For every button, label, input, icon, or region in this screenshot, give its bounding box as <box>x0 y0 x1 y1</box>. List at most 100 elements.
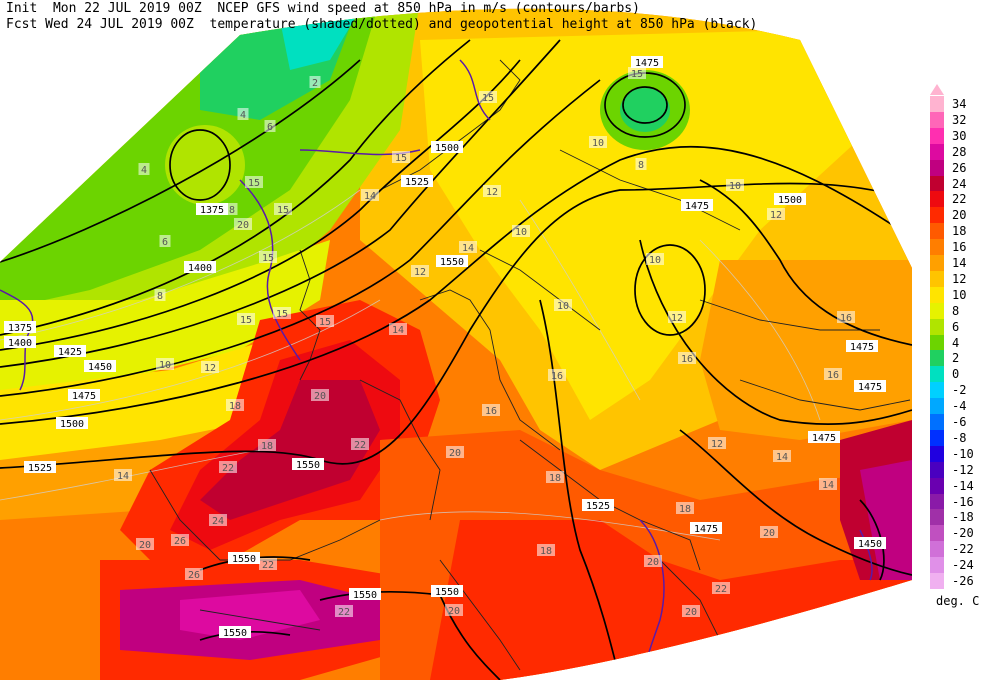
temperature-label: 20 <box>760 526 778 539</box>
legend-arrow-icon <box>930 84 944 95</box>
height-label: 1425 <box>54 345 86 358</box>
legend-entry: -16 <box>922 493 1000 510</box>
temperature-label: 14 <box>361 189 379 202</box>
height-label: 1475 <box>690 522 722 535</box>
legend-entry: -6 <box>922 414 1000 430</box>
svg-text:18: 18 <box>679 504 691 515</box>
svg-text:14: 14 <box>822 480 834 491</box>
temperature-label: 22 <box>335 605 353 618</box>
svg-text:18: 18 <box>261 441 273 452</box>
svg-text:18: 18 <box>549 473 561 484</box>
legend-value: 24 <box>952 176 967 191</box>
legend-value: -2 <box>952 383 967 398</box>
legend-entry: 4 <box>922 334 1000 351</box>
svg-text:1475: 1475 <box>858 382 882 393</box>
svg-text:15: 15 <box>395 153 407 164</box>
height-label: 1475 <box>846 340 878 353</box>
height-label: 1450 <box>84 360 116 373</box>
temperature-label: 8 <box>635 158 647 171</box>
height-label: 1550 <box>219 626 251 639</box>
legend-entry: -4 <box>922 398 1000 415</box>
legend-value: 12 <box>952 271 967 286</box>
legend-entry: 0 <box>922 366 1000 383</box>
legend-entry: -8 <box>922 429 1000 446</box>
legend-value: -20 <box>952 526 974 541</box>
legend-value: -6 <box>952 415 967 429</box>
legend-entry: -20 <box>922 525 1000 542</box>
svg-text:1500: 1500 <box>778 195 802 206</box>
svg-text:4: 4 <box>141 165 147 176</box>
svg-text:1475: 1475 <box>72 391 96 402</box>
svg-text:12: 12 <box>671 313 683 324</box>
legend-value: 22 <box>952 192 967 207</box>
legend-swatch <box>930 573 944 589</box>
svg-text:1475: 1475 <box>685 201 709 212</box>
temperature-label: 20 <box>445 604 463 617</box>
temperature-label: 12 <box>483 185 501 198</box>
legend-swatch <box>930 509 944 526</box>
height-label: 1475 <box>681 199 713 212</box>
legend-swatch <box>930 445 944 462</box>
height-label: 1375 <box>4 321 36 334</box>
temperature-label: 16 <box>548 369 566 382</box>
legend-entry: 20 <box>922 207 1000 224</box>
temperature-label: 8 <box>154 289 166 302</box>
legend-value: 8 <box>952 303 960 318</box>
height-label: 1400 <box>4 336 36 349</box>
svg-text:2: 2 <box>312 78 318 89</box>
legend-value: 10 <box>952 287 967 302</box>
legend-entry: 18 <box>922 223 1000 240</box>
svg-text:20: 20 <box>139 540 151 551</box>
legend-value: 6 <box>952 319 960 334</box>
svg-text:12: 12 <box>486 187 498 198</box>
temperature-label: 18 <box>676 502 694 515</box>
legend-entry: 2 <box>922 350 1000 367</box>
svg-text:14: 14 <box>364 191 376 202</box>
svg-text:10: 10 <box>649 255 661 266</box>
temperature-label: 26 <box>171 534 189 547</box>
temperature-label: 22 <box>351 438 369 451</box>
legend-swatch <box>930 270 944 287</box>
height-label: 1550 <box>349 588 381 601</box>
legend-entry: 30 <box>922 127 1000 144</box>
legend-swatch <box>930 461 944 478</box>
legend-value: -8 <box>952 430 967 445</box>
legend-value: -18 <box>952 510 974 525</box>
svg-text:1550: 1550 <box>440 257 464 268</box>
temperature-label: 4 <box>237 108 249 121</box>
temperature-label: 18 <box>258 439 276 452</box>
svg-text:1475: 1475 <box>812 433 836 444</box>
temperature-label: 15 <box>316 315 334 328</box>
temperature-label: 22 <box>259 558 277 571</box>
height-label: 1500 <box>774 193 806 206</box>
legend-value: 28 <box>952 144 967 159</box>
temperature-label: 6 <box>264 120 276 133</box>
temperature-label: 20 <box>682 605 700 618</box>
legend-entry: 8 <box>922 302 1000 319</box>
legend-value: 4 <box>952 335 960 350</box>
legend-swatch <box>930 239 944 256</box>
svg-text:1525: 1525 <box>405 177 429 188</box>
svg-text:15: 15 <box>277 205 289 216</box>
svg-text:1425: 1425 <box>58 347 82 358</box>
temperature-shading <box>0 8 912 680</box>
legend-swatch <box>930 286 944 303</box>
temperature-label: 15 <box>237 313 255 326</box>
temperature-label: 12 <box>767 208 785 221</box>
height-label: 1550 <box>436 255 468 268</box>
temperature-label: 24 <box>209 514 227 527</box>
svg-text:15: 15 <box>276 309 288 320</box>
temperature-label: 15 <box>392 151 410 164</box>
legend-swatch <box>930 159 944 176</box>
svg-text:10: 10 <box>515 227 527 238</box>
temperature-label: 12 <box>201 361 219 374</box>
legend-swatch <box>930 191 944 208</box>
legend-entry: 14 <box>922 255 1000 271</box>
temperature-label: 15 <box>273 307 291 320</box>
legend-swatch <box>930 334 944 351</box>
svg-text:14: 14 <box>392 325 404 336</box>
legend-entry: -12 <box>922 461 1000 478</box>
legend-swatch <box>930 429 944 446</box>
svg-text:18: 18 <box>540 546 552 557</box>
